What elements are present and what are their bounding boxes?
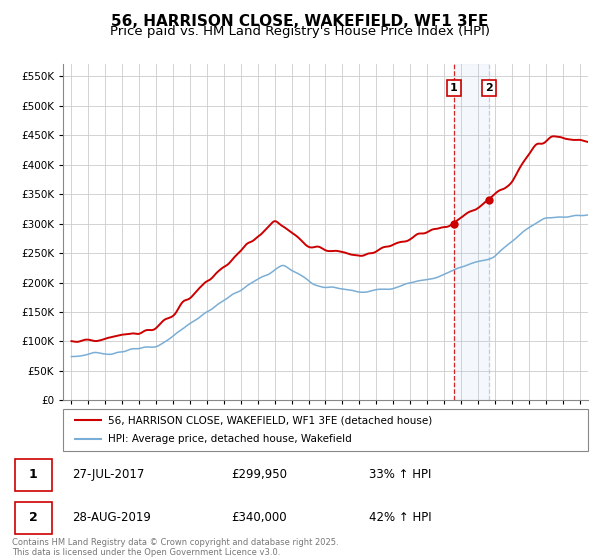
Bar xyxy=(454,64,489,400)
Text: 33% ↑ HPI: 33% ↑ HPI xyxy=(369,468,431,481)
Text: 56, HARRISON CLOSE, WAKEFIELD, WF1 3FE (detached house): 56, HARRISON CLOSE, WAKEFIELD, WF1 3FE (… xyxy=(107,415,432,425)
Text: 2: 2 xyxy=(485,83,493,93)
FancyBboxPatch shape xyxy=(63,409,588,451)
FancyBboxPatch shape xyxy=(15,502,52,534)
Text: HPI: Average price, detached house, Wakefield: HPI: Average price, detached house, Wake… xyxy=(107,435,352,445)
Text: £340,000: £340,000 xyxy=(231,511,287,524)
Text: Price paid vs. HM Land Registry's House Price Index (HPI): Price paid vs. HM Land Registry's House … xyxy=(110,25,490,38)
Text: 2: 2 xyxy=(29,511,38,524)
Text: 42% ↑ HPI: 42% ↑ HPI xyxy=(369,511,432,524)
Text: 1: 1 xyxy=(29,468,38,481)
Text: 28-AUG-2019: 28-AUG-2019 xyxy=(73,511,151,524)
Text: £299,950: £299,950 xyxy=(231,468,287,481)
Text: 1: 1 xyxy=(450,83,458,93)
FancyBboxPatch shape xyxy=(15,459,52,491)
Text: Contains HM Land Registry data © Crown copyright and database right 2025.
This d: Contains HM Land Registry data © Crown c… xyxy=(12,538,338,557)
Text: 27-JUL-2017: 27-JUL-2017 xyxy=(73,468,145,481)
Text: 56, HARRISON CLOSE, WAKEFIELD, WF1 3FE: 56, HARRISON CLOSE, WAKEFIELD, WF1 3FE xyxy=(112,14,488,29)
